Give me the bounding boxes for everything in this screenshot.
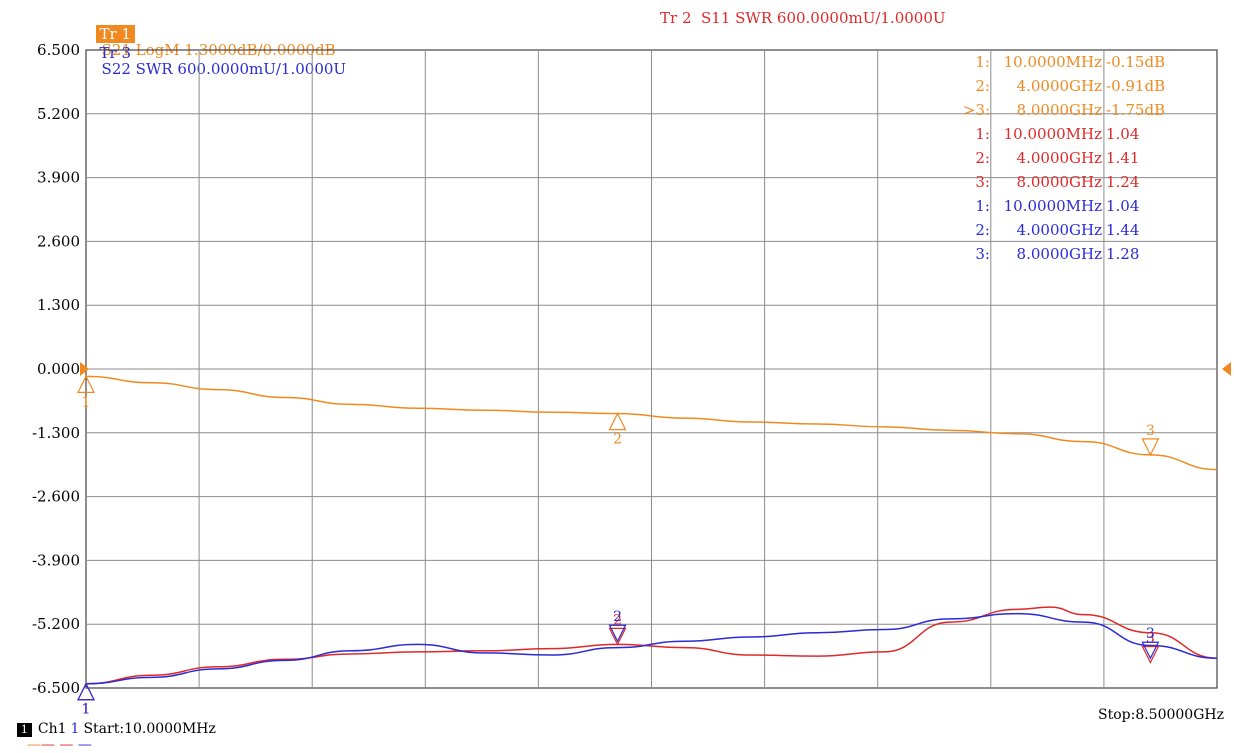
marker-table-index: 1: xyxy=(975,125,990,143)
y-tick-label: -3.900 xyxy=(32,551,80,569)
marker-table-value: -0.91dB xyxy=(1106,77,1165,95)
marker-table-index: 1: xyxy=(975,197,990,215)
y-tick-label: -1.300 xyxy=(32,424,80,442)
trace-line-1 xyxy=(85,375,1218,471)
marker-table-index: >3: xyxy=(963,101,990,119)
y-tick-label: 3.900 xyxy=(37,169,80,187)
y-tick-label: 0.000 xyxy=(37,360,80,378)
ref-level-right-icon xyxy=(1222,362,1231,376)
y-tick-label: -5.200 xyxy=(32,615,80,633)
marker-triangle xyxy=(1141,438,1160,457)
marker-table-frequency: 4.0000GHz xyxy=(1017,221,1103,239)
trace-3-label[interactable]: Tr 3 xyxy=(99,44,132,62)
marker-label: 3 xyxy=(1146,626,1155,642)
marker-table-index: 2: xyxy=(975,221,990,239)
marker-triangle xyxy=(77,682,95,701)
marker-table-frequency: 10.0000MHz xyxy=(1004,197,1102,215)
marker-table-frequency: 4.0000GHz xyxy=(1017,77,1103,95)
marker-table-frequency: 8.0000GHz xyxy=(1017,101,1103,119)
trace-3-desc: S22 SWR 600.0000mU/1.0000U xyxy=(101,60,347,78)
marker-table-value: 1.24 xyxy=(1106,173,1139,191)
marker-table-value: -1.75dB xyxy=(1106,101,1165,119)
y-tick-label: 2.600 xyxy=(37,232,80,250)
channel-number[interactable]: 1 xyxy=(16,723,32,737)
trace-legend-blue: — xyxy=(77,737,92,753)
marker-table-value: 1.41 xyxy=(1106,149,1139,167)
marker-table-index: 1: xyxy=(975,53,990,71)
y-tick-label: -2.600 xyxy=(32,488,80,506)
marker-triangle xyxy=(1141,641,1160,660)
marker-table-index: 3: xyxy=(975,245,990,263)
marker-label: 2 xyxy=(613,612,622,628)
marker-table-frequency: 8.0000GHz xyxy=(1017,173,1103,191)
marker-label: 2 xyxy=(613,609,622,625)
trace-3-header: Tr 3 S22 SWR 600.0000mU/1.0000U xyxy=(86,29,347,78)
y-tick-label: 1.300 xyxy=(37,296,80,314)
marker-table-index: 2: xyxy=(975,77,990,95)
marker-table-value: -0.15dB xyxy=(1106,53,1165,71)
ref-level-left-icon xyxy=(80,362,89,376)
marker-table-frequency: 8.0000GHz xyxy=(1017,245,1103,263)
trace-legend-red: — — xyxy=(40,737,74,753)
marker-table-value: 1.04 xyxy=(1106,197,1139,215)
y-tick-label: -6.500 xyxy=(32,679,80,697)
marker-label: 1 xyxy=(82,702,91,718)
marker-label: 2 xyxy=(613,432,622,448)
trace-2-header[interactable]: Tr 2 S11 SWR 600.0000mU/1.0000U xyxy=(660,9,946,27)
marker-table-frequency: 4.0000GHz xyxy=(1017,149,1103,167)
marker-table-frequency: 10.0000MHz xyxy=(1004,53,1102,71)
trace-line-2 xyxy=(85,606,1218,685)
marker-table-value: 1.44 xyxy=(1106,221,1139,239)
marker-label: 3 xyxy=(1146,630,1155,646)
marker-label: 3 xyxy=(1146,423,1155,439)
y-tick-label: 6.500 xyxy=(37,41,80,59)
marker-triangle xyxy=(608,412,627,431)
marker-label: 1 xyxy=(82,702,91,718)
channel-label[interactable]: Ch1 xyxy=(37,721,67,737)
trace-1-label[interactable]: Tr 1 xyxy=(95,25,136,43)
footer-left: 1 Ch1 1 Start:10.0000MHz —— — — xyxy=(8,705,216,753)
marker-triangle xyxy=(608,627,627,646)
marker-table-value: 1.04 xyxy=(1106,125,1139,143)
marker-table-frequency: 10.0000MHz xyxy=(1004,125,1102,143)
trace-line-3 xyxy=(85,612,1218,685)
marker-label: 1 xyxy=(82,394,91,410)
marker-table-index: 3: xyxy=(975,173,990,191)
marker-triangle xyxy=(608,624,627,643)
marker-table-value: 1.28 xyxy=(1106,245,1139,263)
trace-legend-orange: — xyxy=(26,737,41,753)
marker-table-index: 2: xyxy=(975,149,990,167)
analyzer-plot: 6.500 5.200 3.900 2.600 1.300 0.000 -1.300 -2.6… xyxy=(32,41,1231,718)
marker-triangle xyxy=(1141,645,1160,664)
stop-frequency[interactable]: Stop:8.50000GHz xyxy=(1098,707,1224,723)
start-frequency[interactable]: Start:10.0000MHz xyxy=(83,721,216,737)
marker-triangle xyxy=(77,375,95,393)
y-tick-label: 5.200 xyxy=(37,105,80,123)
